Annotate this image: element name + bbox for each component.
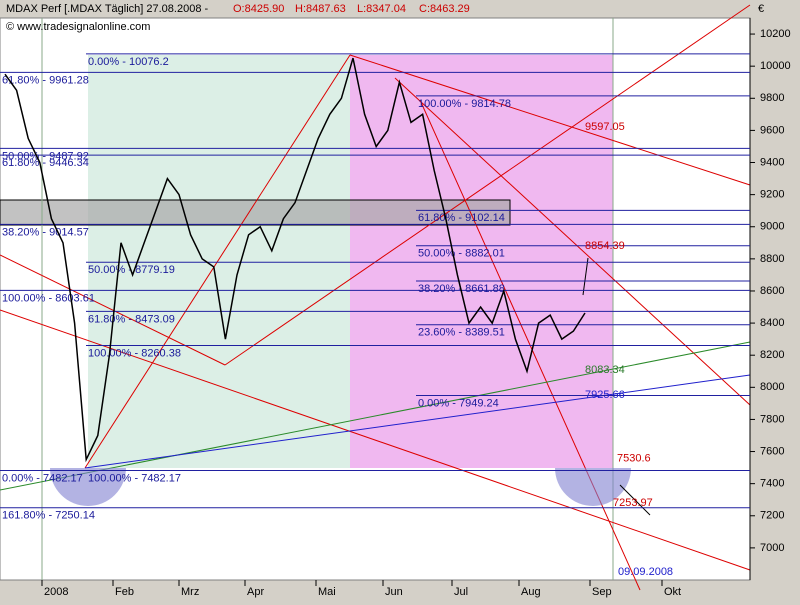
fib-label: 100.00% - 8603.61: [2, 292, 95, 304]
trend-line: [0, 341, 751, 491]
fib-label: 0.00% - 7949.24: [418, 397, 499, 409]
y-tick-label: 10000: [760, 60, 791, 72]
y-tick-label: 9600: [760, 124, 784, 136]
target-zone: [50, 468, 126, 506]
fib-label: 61.80% - 9446.34: [2, 157, 89, 169]
currency: €: [758, 3, 764, 15]
x-tick-label: Apr: [247, 586, 264, 598]
arrow: [582, 257, 589, 296]
trend-line: [394, 77, 751, 406]
copyright: © www.tradesignalonline.com: [6, 21, 150, 33]
x-tick-label: Sep: [592, 586, 612, 598]
price-line: [4, 57, 586, 463]
x-tick-label: Okt: [664, 586, 681, 598]
fib-label: 100.00% - 7482.17: [88, 472, 181, 484]
fib-label: 161.80% - 7250.14: [2, 510, 95, 522]
fib-label: 50.00% - 8882.01: [418, 248, 505, 260]
fib-label: 61.80% - 9961.28: [2, 74, 89, 86]
ohlc-value: O:8425.90: [233, 3, 284, 15]
y-tick-label: 7200: [760, 510, 784, 522]
ohlc-value: L:8347.04: [357, 3, 406, 15]
x-tick-label: Mai: [318, 586, 336, 598]
y-tick-label: 8400: [760, 317, 784, 329]
y-tick-label: 9800: [760, 92, 784, 104]
x-tick-label: Jul: [454, 586, 468, 598]
y-tick-label: 8600: [760, 285, 784, 297]
retracement-zone: [350, 55, 613, 468]
y-tick-label: 9000: [760, 221, 784, 233]
fib-label: 50.00% - 9487.92: [2, 150, 89, 162]
y-tick-label: 7400: [760, 478, 784, 490]
fib-label: 0.00% - 7482.17: [2, 472, 83, 484]
annotation: 9597.05: [585, 121, 625, 133]
y-tick-label: 8200: [760, 349, 784, 361]
y-tick-label: 7000: [760, 542, 784, 554]
annotation: 7530.6: [617, 453, 651, 465]
fib-label: 100.00% - 8260.38: [88, 347, 181, 359]
trend-line: [0, 309, 751, 571]
fib-label: 100.00% - 9814.78: [418, 98, 511, 110]
x-tick-label: Mrz: [181, 586, 199, 598]
header-title: MDAX Perf [.MDAX Täglich] 27.08.2008 -: [6, 3, 208, 15]
x-tick-label: 2008: [44, 586, 68, 598]
fib-label: 38.20% - 9014.57: [2, 226, 89, 238]
trend-line: [419, 99, 641, 591]
annotation: 8083.34: [585, 364, 625, 376]
trend-line: [84, 374, 751, 469]
fib-label: 61.80% - 8473.09: [88, 313, 175, 325]
trend-lines: [0, 4, 751, 591]
arrow: [619, 484, 651, 516]
x-tick-label: Aug: [521, 586, 541, 598]
fib-label: 23.60% - 8389.51: [418, 327, 505, 339]
y-tick-label: 9400: [760, 156, 784, 168]
annotation: 7925.66: [585, 389, 625, 401]
y-tick-label: 9200: [760, 189, 784, 201]
ohlc-value: H:8487.63: [295, 3, 346, 15]
date-note: 09.09.2008: [618, 566, 673, 578]
ohlc-value: C:8463.29: [419, 3, 470, 15]
trend-line: [349, 54, 751, 186]
y-tick-label: 8800: [760, 253, 784, 265]
trend-line: [0, 254, 226, 366]
annotation: 8854.39: [585, 240, 625, 252]
trend-line: [224, 4, 751, 366]
target-zone: [555, 468, 631, 506]
fib-label: 61.80% - 9102.14: [418, 212, 505, 224]
trend-line: [84, 54, 351, 469]
y-tick-label: 10200: [760, 28, 791, 40]
fib-label: 0.00% - 10076.2: [88, 56, 169, 68]
x-tick-label: Feb: [115, 586, 134, 598]
y-tick-label: 8000: [760, 381, 784, 393]
y-tick-label: 7800: [760, 413, 784, 425]
annotation: 7253.97: [613, 497, 653, 509]
y-tick-label: 7600: [760, 445, 784, 457]
x-tick-label: Jun: [385, 586, 403, 598]
gray-band: [0, 199, 511, 226]
